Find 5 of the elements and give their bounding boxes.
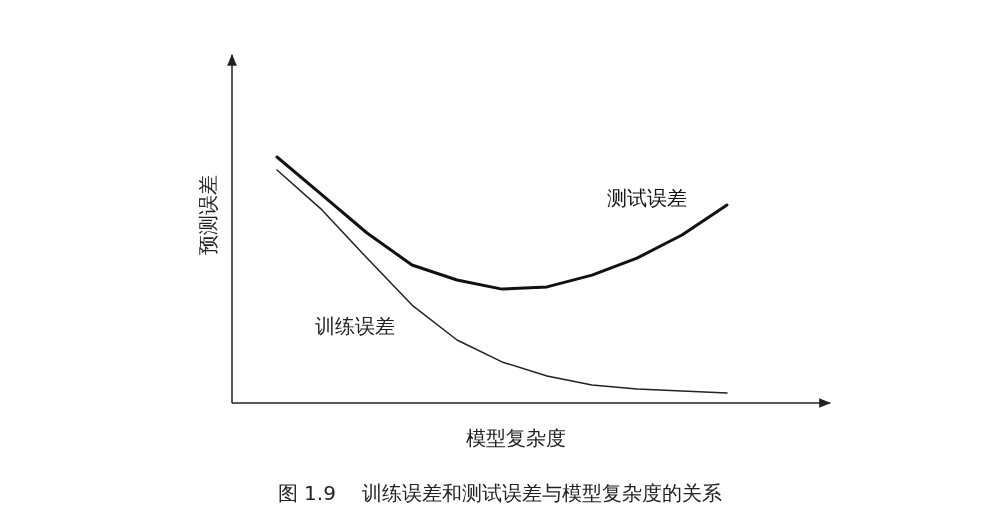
caption: 图 1.9 训练误差和测试误差与模型复杂度的关系 xyxy=(277,481,723,505)
x-axis-title: 模型复杂度 xyxy=(466,426,566,450)
series-label: 测试误差 xyxy=(607,185,687,210)
y-axis-title: 预测误差 xyxy=(196,175,220,255)
series-label: 训练误差 xyxy=(315,314,395,339)
